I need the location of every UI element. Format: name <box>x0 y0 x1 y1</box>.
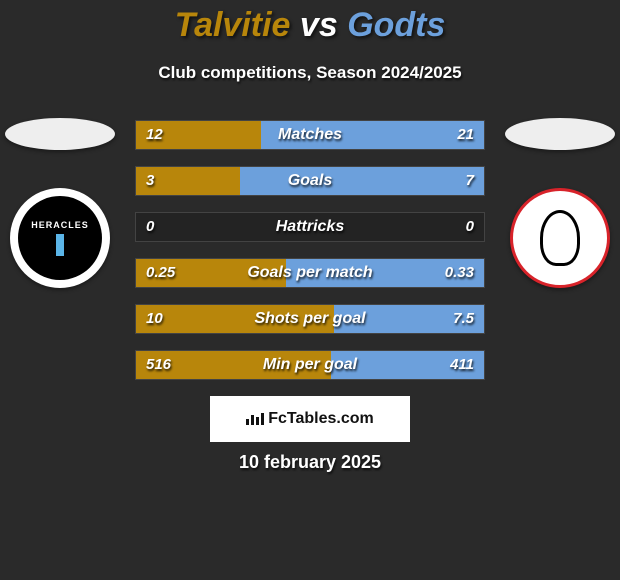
stats-chart: 1221Matches37Goals00Hattricks0.250.33Goa… <box>135 120 485 396</box>
stat-row: 0 0Hattricks <box>135 212 485 242</box>
stat-value-right: 0 <box>466 218 474 235</box>
stat-label: Hattricks <box>136 218 484 236</box>
left-club-badge-text: HERACLES <box>31 220 89 230</box>
left-club-badge: HERACLES <box>10 188 110 288</box>
stat-row: 37Goals <box>135 166 485 196</box>
stat-bar-right-fill <box>240 167 484 195</box>
stat-value-left: 0.25 <box>146 264 175 281</box>
left-country-flag <box>5 118 115 150</box>
stat-value-left: 3 <box>146 172 154 189</box>
vs-text: vs <box>300 6 338 44</box>
attribution-badge: FcTables.com <box>210 396 410 442</box>
date-text: 10 february 2025 <box>0 452 620 473</box>
comparison-title: Talvitie vs Godts <box>0 0 620 45</box>
stat-value-left: 10 <box>146 310 163 327</box>
attribution-text: FcTables.com <box>268 410 374 428</box>
stat-value-left: 12 <box>146 126 163 143</box>
stat-value-right: 21 <box>457 126 474 143</box>
stat-value-right: 411 <box>450 356 474 373</box>
right-team-column <box>500 100 620 288</box>
stat-value-left: 0 <box>146 218 154 235</box>
subtitle: Club competitions, Season 2024/2025 <box>0 63 620 83</box>
stat-bar-right-fill <box>261 121 484 149</box>
left-team-column: HERACLES <box>0 100 120 288</box>
player1-name: Talvitie <box>175 6 291 44</box>
stat-row: 516411Min per goal <box>135 350 485 380</box>
right-country-flag <box>505 118 615 150</box>
player2-name: Godts <box>347 6 445 44</box>
stat-value-right: 7 <box>466 172 474 189</box>
stat-row: 1221Matches <box>135 120 485 150</box>
stat-row: 107.5Shots per goal <box>135 304 485 334</box>
stat-value-right: 0.33 <box>445 264 474 281</box>
stat-value-left: 516 <box>146 356 171 373</box>
chart-icon <box>246 411 264 428</box>
stat-bar-left-fill <box>136 305 334 333</box>
right-club-badge <box>510 188 610 288</box>
stat-value-right: 7.5 <box>453 310 474 327</box>
stat-row: 0.250.33Goals per match <box>135 258 485 288</box>
